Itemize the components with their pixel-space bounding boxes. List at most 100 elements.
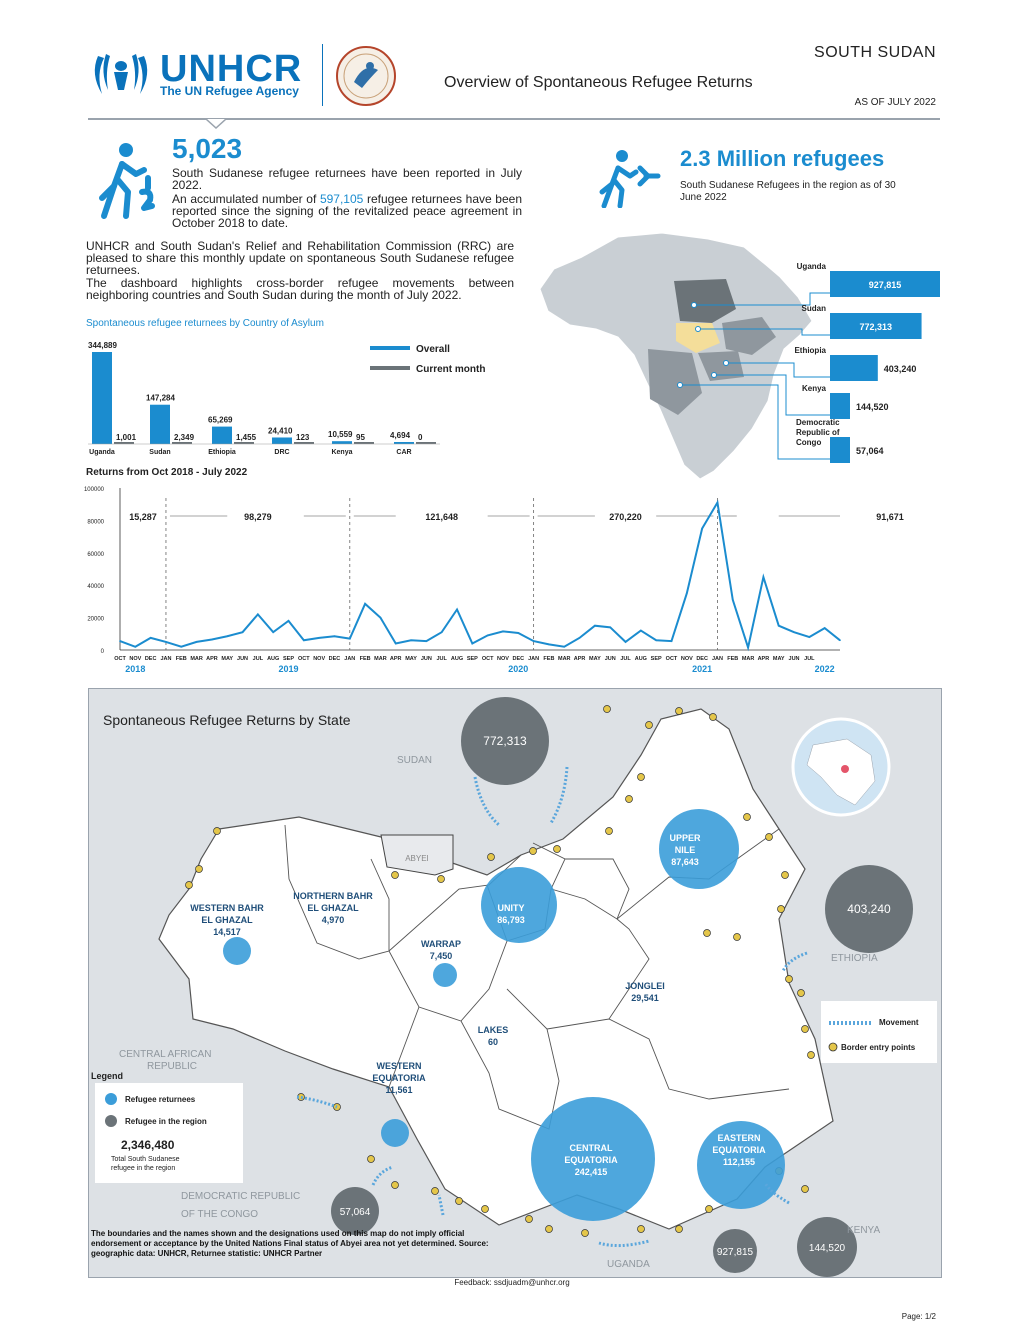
refugee-bar-value: 772,313 bbox=[860, 322, 893, 332]
feedback-contact: Feedback: ssdjuadm@unhcr.org bbox=[454, 1278, 570, 1287]
border-entry-point bbox=[765, 833, 773, 841]
border-entry-point bbox=[529, 847, 537, 855]
month-label: JUN bbox=[421, 656, 432, 662]
state-bubble-upper-nile bbox=[659, 809, 739, 889]
month-label: SEP bbox=[467, 656, 478, 662]
returns-point bbox=[440, 631, 443, 633]
returns-point bbox=[777, 624, 780, 627]
border-entry-point bbox=[797, 989, 805, 997]
state-bubble-ces bbox=[531, 1097, 655, 1221]
neighbour-value-kenya: 144,520 bbox=[809, 1243, 846, 1254]
refugee-walking-icon bbox=[599, 150, 661, 208]
month-label: JUL bbox=[804, 656, 815, 662]
border-entry-point bbox=[545, 1225, 553, 1233]
refugee-bar bbox=[830, 437, 850, 463]
returns-point bbox=[563, 645, 566, 648]
label-kenya: KENYA bbox=[847, 1225, 880, 1236]
header-divider bbox=[322, 44, 323, 106]
refugee-country-label: Democratic Republic of Congo bbox=[796, 418, 840, 447]
returns-accumulated-text: An accumulated number of 597,105 refugee… bbox=[172, 193, 522, 229]
returns-point bbox=[456, 608, 458, 611]
month-label: APR bbox=[574, 656, 586, 662]
border-entry-point bbox=[675, 1225, 683, 1233]
year-label: 2018 bbox=[125, 664, 145, 674]
map-title: Spontaneous Refugee Returns by State bbox=[103, 712, 351, 728]
legend-returnees: Refugee returnees bbox=[125, 1095, 196, 1104]
state-bubble-unity bbox=[481, 867, 557, 943]
org-name: UNHCR bbox=[160, 48, 303, 90]
returns-month-value: 5,023 bbox=[172, 133, 243, 164]
border-entry-point bbox=[437, 875, 445, 883]
month-label: APR bbox=[390, 656, 402, 662]
state-map: ABYEI UPPER NILE 87,643 UNITY 86,793 WESTERN … bbox=[88, 688, 942, 1278]
bar-overall-uganda bbox=[92, 352, 112, 444]
border-entry-point bbox=[625, 795, 633, 803]
line-chart-title: Returns from Oct 2018 - July 2022 bbox=[86, 467, 248, 478]
category-sudan: Sudan bbox=[149, 449, 170, 456]
period-total: 121,648 bbox=[425, 512, 458, 522]
month-label: DEC bbox=[329, 656, 341, 662]
refugee-anchor bbox=[711, 372, 717, 378]
returns-point bbox=[655, 639, 657, 642]
country-name: SOUTH SUDAN bbox=[814, 44, 936, 61]
bar-overall-sudan bbox=[150, 404, 170, 444]
returns-point bbox=[686, 592, 688, 595]
returns-point bbox=[731, 598, 734, 601]
returns-point bbox=[364, 603, 366, 605]
month-label: MAY bbox=[221, 656, 233, 662]
abyei-area bbox=[380, 834, 454, 876]
south-sudan-marker bbox=[841, 765, 849, 773]
map-legend: Legend Refugee returnees Refugee in the … bbox=[91, 1071, 243, 1183]
returns-point bbox=[502, 630, 504, 633]
y-tick: 100000 bbox=[84, 487, 105, 493]
month-label: MAR bbox=[190, 656, 203, 662]
month-label: FEB bbox=[176, 656, 187, 662]
state-label-unity: UNITY 86,793 bbox=[497, 903, 525, 925]
period-total: 15,287 bbox=[129, 512, 157, 522]
accumulated-suffix: refugee returnees have been reported sin… bbox=[172, 192, 522, 230]
month-label: MAR bbox=[374, 656, 387, 662]
border-entry-point bbox=[481, 1205, 489, 1213]
returns-point bbox=[257, 613, 259, 616]
month-label: AUG bbox=[267, 656, 279, 662]
neighbour-value-uganda: 927,815 bbox=[717, 1247, 754, 1258]
returns-point bbox=[839, 639, 841, 642]
label-overall-uganda: 344,889 bbox=[88, 341, 117, 350]
border-entry-point bbox=[603, 705, 611, 713]
border-entry-point bbox=[801, 1185, 809, 1193]
period-total: 270,220 bbox=[609, 512, 642, 522]
returns-point bbox=[410, 639, 412, 642]
label-ethiopia: ETHIOPIA bbox=[831, 953, 878, 964]
border-entry-point bbox=[581, 1229, 589, 1237]
category-ethiopia: Ethiopia bbox=[208, 449, 236, 456]
state-bubble-wes bbox=[381, 1119, 409, 1147]
refugee-leader-line bbox=[680, 384, 830, 460]
abyei-label: ABYEI bbox=[405, 854, 429, 863]
returns-point bbox=[548, 643, 550, 646]
document-title: Overview of Spontaneous Refugee Returns bbox=[444, 74, 753, 91]
returns-point bbox=[287, 620, 290, 622]
border-entry-point bbox=[777, 905, 785, 913]
border-entry-point bbox=[785, 975, 793, 983]
month-label: JAN bbox=[344, 656, 355, 662]
refugee-leader-line bbox=[698, 328, 830, 336]
state-bubble-wbg bbox=[223, 937, 251, 965]
state-label-lakes: LAKES 60 bbox=[478, 1025, 509, 1047]
month-label: FEB bbox=[360, 656, 371, 662]
month-label: FEB bbox=[727, 656, 738, 662]
refugee-bar bbox=[830, 313, 922, 339]
refugees-unit: Million refugees bbox=[716, 146, 885, 171]
month-label: SEP bbox=[283, 656, 294, 662]
month-label: AUG bbox=[451, 656, 463, 662]
refugee-bar-value: 403,240 bbox=[884, 364, 917, 374]
rule-notch bbox=[206, 119, 226, 129]
month-label: NOV bbox=[313, 656, 325, 662]
drc-region bbox=[648, 349, 702, 415]
state-bubble-warrap bbox=[433, 963, 457, 987]
label-current-uganda: 1,001 bbox=[116, 433, 137, 442]
label-overall-kenya: 10,559 bbox=[328, 430, 353, 439]
border-entry-point bbox=[743, 813, 751, 821]
returns-point bbox=[318, 637, 320, 639]
month-label: JUN bbox=[605, 656, 616, 662]
